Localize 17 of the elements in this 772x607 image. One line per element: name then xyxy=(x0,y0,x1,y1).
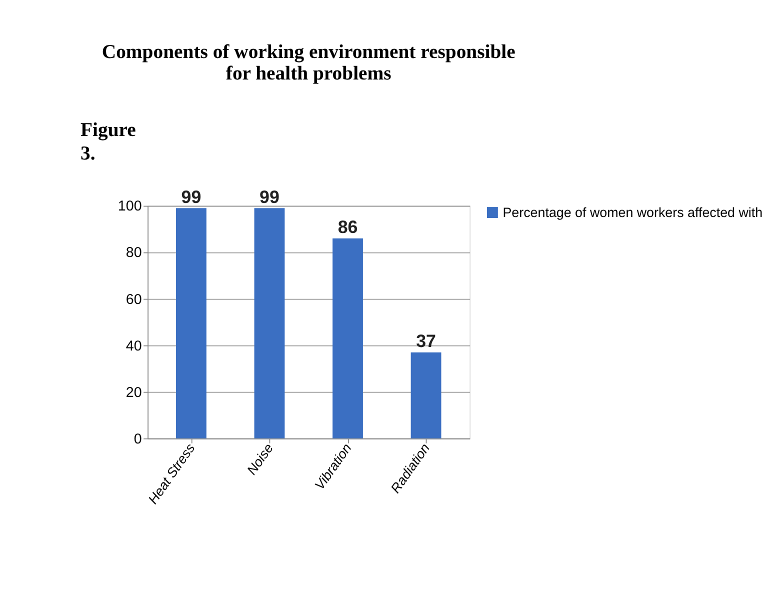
y-tick-label: 40 xyxy=(126,338,142,354)
bar xyxy=(332,238,363,438)
data-label: 37 xyxy=(416,330,436,351)
data-label: 99 xyxy=(181,186,202,207)
y-tick-label: 60 xyxy=(126,292,142,308)
caption: Figure 3. xyxy=(80,119,136,164)
y-tick-label: 80 xyxy=(126,245,142,262)
bar xyxy=(254,208,285,438)
bar xyxy=(176,208,206,438)
y-tick-label: 0 xyxy=(134,431,142,448)
legend-label: Percentage of women workers affected with xyxy=(502,204,763,220)
bar xyxy=(410,352,442,438)
chart-title: Components of working environment responsible for health problems xyxy=(102,41,516,85)
y-tick-label: 20 xyxy=(126,384,142,401)
y-tick-label: 100 xyxy=(118,198,142,215)
data-label: 86 xyxy=(338,216,358,237)
data-label: 99 xyxy=(260,186,280,207)
